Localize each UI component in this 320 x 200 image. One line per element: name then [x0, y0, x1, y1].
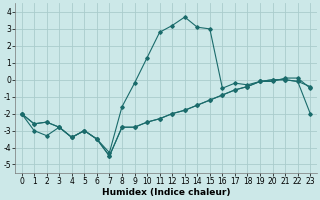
X-axis label: Humidex (Indice chaleur): Humidex (Indice chaleur): [102, 188, 230, 197]
